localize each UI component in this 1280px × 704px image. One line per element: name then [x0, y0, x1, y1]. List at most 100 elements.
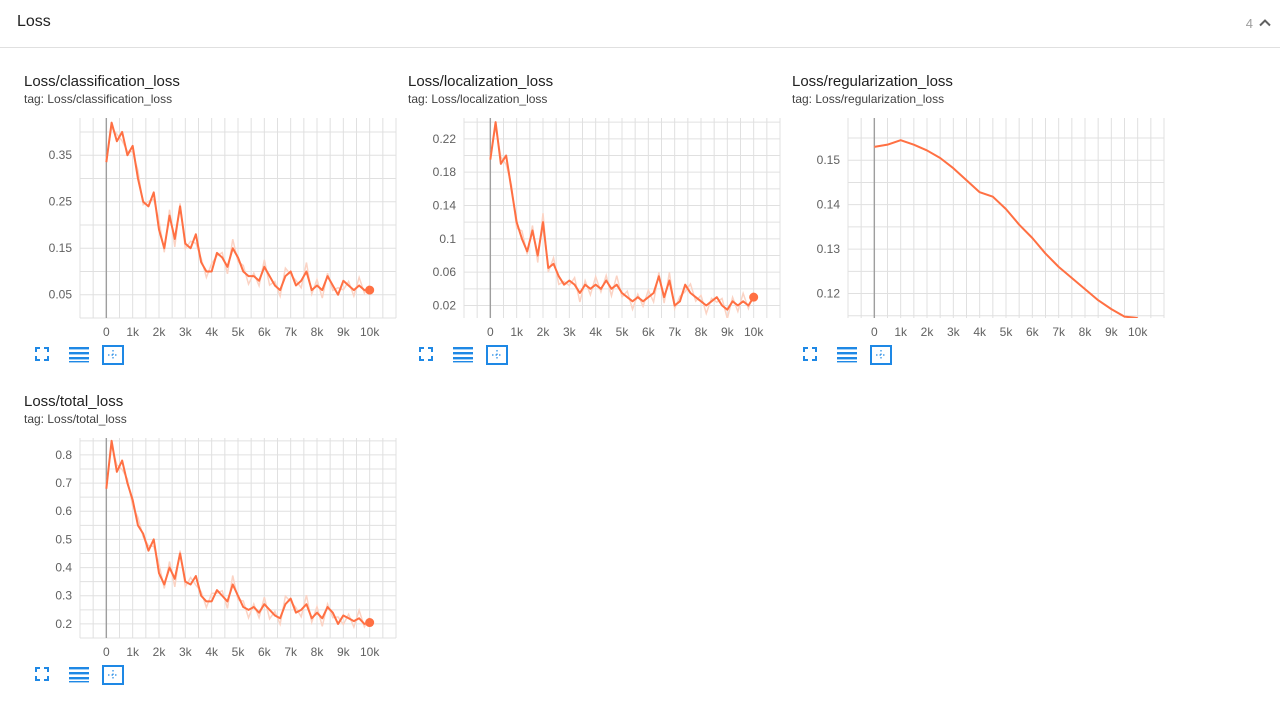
chart-tag: tag: Loss/total_loss: [24, 412, 127, 426]
fit-domain-icon[interactable]: [101, 344, 125, 366]
chart-plot[interactable]: 0.12 0.13 0.14 0.15 0 1k 2k 3k 4k 5k 6k 7k 8k 9k 10k: [792, 108, 1172, 344]
list-lines-icon[interactable]: [67, 664, 91, 686]
x-tick-label: 10k: [360, 325, 380, 339]
x-tick-label: 4k: [205, 645, 219, 659]
y-tick-label: 0.13: [817, 242, 841, 256]
x-tick-label: 6k: [258, 325, 272, 339]
x-tick-label: 1k: [510, 325, 524, 339]
y-tick-label: 0.4: [55, 561, 72, 575]
x-tick-label: 8k: [1079, 325, 1093, 339]
series-line: [874, 139, 1138, 318]
list-lines-icon[interactable]: [451, 344, 475, 366]
y-tick-label: 0.14: [433, 199, 457, 213]
x-tick-label: 3k: [179, 325, 193, 339]
x-tick-label: 10k: [744, 325, 764, 339]
chart-tag: tag: Loss/classification_loss: [24, 92, 173, 106]
y-tick-label: 0.15: [817, 153, 841, 167]
x-tick-label: 2k: [153, 325, 167, 339]
x-tick-label: 0: [871, 325, 878, 339]
x-tick-label: 3k: [563, 325, 577, 339]
x-tick-label: 5k: [232, 325, 246, 339]
x-tick-label: 8k: [695, 325, 709, 339]
chart-plot[interactable]: 0.05 0.15 0.25 0.35 0 1k 2k 3k 4k 5k 6k 7k 8k 9k 10k: [24, 108, 404, 344]
y-tick-label: 0.06: [433, 265, 457, 279]
chart-title: Loss/classification_loss: [24, 73, 180, 90]
x-tick-label: 0: [487, 325, 494, 339]
x-tick-label: 2k: [537, 325, 551, 339]
x-tick-label: 9k: [721, 325, 735, 339]
fullscreen-icon[interactable]: [32, 344, 56, 366]
y-tick-label: 0.35: [49, 148, 73, 162]
series-line: [105, 121, 370, 296]
list-lines-icon[interactable]: [835, 344, 859, 366]
x-tick-label: 5k: [232, 645, 246, 659]
x-tick-label: 8k: [311, 325, 325, 339]
x-tick-label: 7k: [284, 325, 298, 339]
chart-title: Loss/total_loss: [24, 393, 124, 410]
x-tick-label: 4k: [205, 325, 219, 339]
x-tick-label: 2k: [153, 645, 167, 659]
series-line: [489, 121, 755, 311]
x-tick-label: 1k: [894, 325, 908, 339]
series-line: [105, 439, 370, 625]
chart-tag: tag: Loss/localization_loss: [408, 92, 548, 106]
chart-title: Loss/localization_loss: [408, 73, 554, 90]
series-end-point: [749, 292, 759, 302]
list-lines-icon[interactable]: [67, 344, 91, 366]
series-end-point: [365, 618, 375, 628]
y-tick-label: 0.5: [55, 532, 72, 546]
x-tick-label: 3k: [947, 325, 961, 339]
fit-domain-icon[interactable]: [101, 664, 125, 686]
x-tick-label: 5k: [1000, 325, 1014, 339]
chart-card-classification-loss: Loss/classification_loss tag: Loss/class…: [24, 73, 404, 383]
x-tick-label: 9k: [337, 325, 351, 339]
fit-domain-icon[interactable]: [485, 344, 509, 366]
chart-card-total-loss: Loss/total_loss tag: Loss/total_loss 0.2…: [24, 393, 404, 703]
chart-title: Loss/regularization_loss: [792, 73, 953, 90]
x-tick-label: 6k: [1026, 325, 1040, 339]
x-tick-label: 10k: [360, 645, 380, 659]
x-tick-label: 0: [103, 325, 110, 339]
fullscreen-icon[interactable]: [32, 664, 56, 686]
x-tick-label: 5k: [616, 325, 630, 339]
chart-plot[interactable]: 0.2 0.3 0.4 0.5 0.6 0.7 0.8 0 1k 2k 3k 4k 5k 6k 7k 8k 9k…: [24, 428, 404, 664]
section-header[interactable]: Loss 4: [0, 0, 1280, 48]
x-tick-label: 9k: [337, 645, 351, 659]
y-tick-label: 0.14: [817, 198, 841, 212]
chevron-up-icon[interactable]: [1256, 14, 1274, 32]
chart-card-localization-loss: Loss/localization_loss tag: Loss/localiz…: [408, 73, 788, 383]
y-tick-label: 0.25: [49, 195, 73, 209]
y-tick-label: 0.6: [55, 504, 72, 518]
y-tick-label: 0.7: [55, 476, 72, 490]
x-tick-label: 7k: [1052, 325, 1066, 339]
x-tick-label: 8k: [311, 645, 325, 659]
y-tick-label: 0.18: [433, 165, 457, 179]
y-tick-label: 0.3: [55, 589, 72, 603]
y-tick-label: 0.02: [433, 299, 457, 313]
y-tick-label: 0.22: [433, 132, 457, 146]
x-tick-label: 10k: [1128, 325, 1148, 339]
x-tick-label: 1k: [126, 325, 140, 339]
x-tick-label: 3k: [179, 645, 193, 659]
x-tick-label: 7k: [668, 325, 682, 339]
y-tick-label: 0.12: [817, 287, 841, 301]
x-tick-label: 1k: [126, 645, 140, 659]
x-tick-label: 0: [103, 645, 110, 659]
x-tick-label: 2k: [921, 325, 935, 339]
x-tick-label: 4k: [973, 325, 987, 339]
section-title: Loss: [17, 13, 51, 30]
fullscreen-icon[interactable]: [800, 344, 824, 366]
y-tick-label: 0.2: [55, 617, 72, 631]
series-end-point: [365, 285, 375, 295]
y-tick-label: 0.15: [49, 241, 73, 255]
y-tick-label: 0.05: [49, 288, 73, 302]
section-count: 4: [1245, 16, 1253, 31]
y-tick-label: 0.8: [55, 448, 72, 462]
chart-plot[interactable]: 0.02 0.06 0.1 0.14 0.18 0.22 0 1k 2k 3k 4k 5k 6k 7k 8k…: [408, 108, 788, 344]
x-tick-label: 4k: [589, 325, 603, 339]
x-tick-label: 6k: [642, 325, 656, 339]
x-tick-label: 9k: [1105, 325, 1119, 339]
y-tick-label: 0.1: [439, 232, 456, 246]
fullscreen-icon[interactable]: [416, 344, 440, 366]
fit-domain-icon[interactable]: [869, 344, 893, 366]
